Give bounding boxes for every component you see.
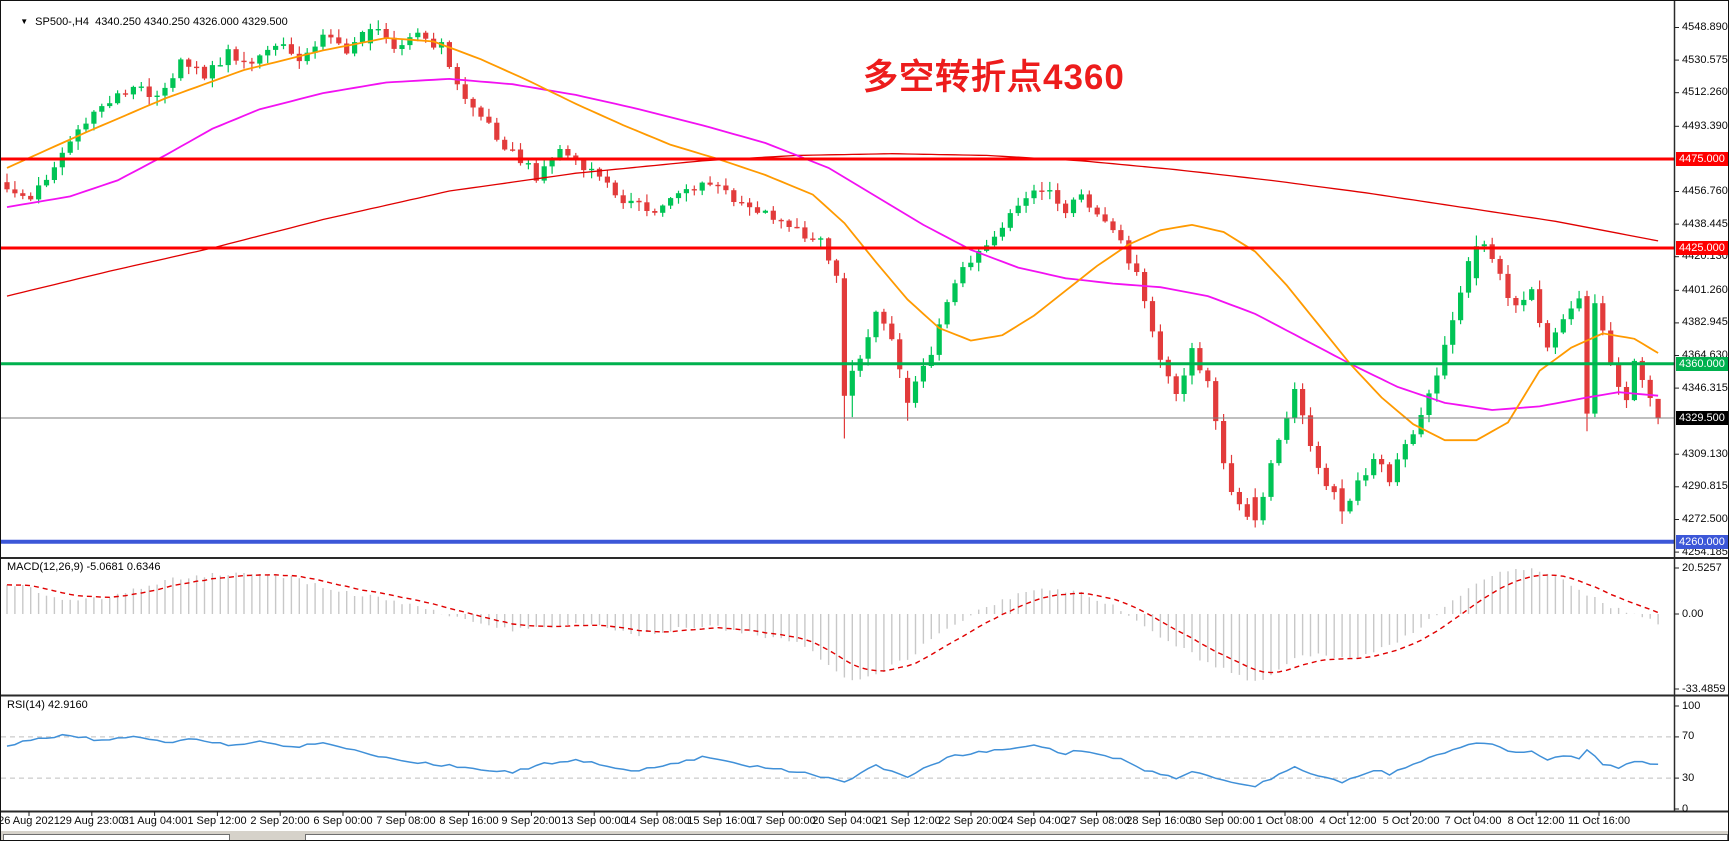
price-line-label: 4260.000 bbox=[1676, 535, 1728, 549]
price-tick-label: 4493.390 bbox=[1682, 120, 1728, 132]
time-axis-label: 30 Sep 00:00 bbox=[1189, 815, 1255, 827]
price-tick-label: 4290.815 bbox=[1682, 480, 1728, 492]
time-axis-label: 22 Sep 20:00 bbox=[938, 815, 1004, 827]
time-axis-label: 24 Sep 04:00 bbox=[1001, 815, 1067, 827]
price-tick-label: 4309.130 bbox=[1682, 448, 1728, 460]
time-axis-label: 7 Oct 04:00 bbox=[1444, 815, 1502, 827]
time-axis-label: 27 Sep 08:00 bbox=[1064, 815, 1130, 827]
time-axis-label: 6 Sep 00:00 bbox=[313, 815, 373, 827]
rsi-indicator-label: RSI(14) 42.9160 bbox=[7, 699, 88, 711]
annotation-text: 多空转折点4360 bbox=[863, 58, 1125, 97]
price-tick-label: 4548.890 bbox=[1682, 21, 1728, 33]
price-tick-label: 4382.945 bbox=[1682, 316, 1728, 328]
time-axis-label: 28 Sep 16:00 bbox=[1126, 815, 1192, 827]
time-axis-label: 5 Oct 20:00 bbox=[1382, 815, 1440, 827]
time-axis-label: 13 Sep 00:00 bbox=[561, 815, 627, 827]
time-axis-label: 11 Oct 16:00 bbox=[1567, 815, 1631, 827]
time-axis-label: 26 Aug 2021 bbox=[0, 815, 60, 827]
rsi-tick-label: 100 bbox=[1682, 700, 1701, 712]
price-line-label: 4329.500 bbox=[1676, 411, 1728, 425]
price-tick-label: 4346.315 bbox=[1682, 382, 1728, 394]
price-line-label: 4360.000 bbox=[1676, 357, 1728, 371]
rsi-tick-label: 70 bbox=[1682, 730, 1695, 742]
time-axis-label: 1 Oct 08:00 bbox=[1256, 815, 1314, 827]
time-axis-label: 7 Sep 08:00 bbox=[376, 815, 436, 827]
price-tick-label: 4438.445 bbox=[1682, 218, 1728, 230]
time-axis-label: 29 Aug 23:00 bbox=[59, 815, 125, 827]
time-axis-label: 8 Sep 16:00 bbox=[439, 815, 499, 827]
time-axis-label: 8 Oct 12:00 bbox=[1507, 815, 1565, 827]
macd-tick-label: 0.00 bbox=[1682, 608, 1704, 620]
price-tick-label: 4456.760 bbox=[1682, 185, 1728, 197]
price-tick-label: 4272.500 bbox=[1682, 513, 1728, 525]
time-axis-label: 4 Oct 12:00 bbox=[1319, 815, 1377, 827]
price-line-label: 4425.000 bbox=[1676, 241, 1728, 255]
price-tick-label: 4254.185 bbox=[1682, 546, 1728, 558]
price-tick-label: 4530.575 bbox=[1682, 54, 1728, 66]
time-axis-label: 17 Sep 00:00 bbox=[750, 815, 816, 827]
time-axis-label: 9 Sep 20:00 bbox=[501, 815, 561, 827]
time-axis-label: 2 Sep 20:00 bbox=[250, 815, 310, 827]
price-tick-label: 4401.260 bbox=[1682, 284, 1728, 296]
status-bar-segment bbox=[305, 834, 1728, 840]
macd-tick-label: -33.4859 bbox=[1682, 683, 1726, 695]
time-axis-label: 15 Sep 16:00 bbox=[687, 815, 753, 827]
macd-tick-label: 20.5257 bbox=[1682, 562, 1722, 574]
status-bar-segment bbox=[3, 834, 230, 840]
time-axis-label: 20 Sep 04:00 bbox=[812, 815, 878, 827]
rsi-tick-label: 30 bbox=[1682, 772, 1695, 784]
rsi-tick-label: 0 bbox=[1682, 803, 1689, 815]
price-line-label: 4475.000 bbox=[1676, 152, 1728, 166]
macd-indicator-label: MACD(12,26,9) -5.0681 0.6346 bbox=[7, 561, 161, 573]
time-axis-label: 14 Sep 08:00 bbox=[624, 815, 690, 827]
price-tick-label: 4512.260 bbox=[1682, 86, 1728, 98]
symbol-info: ▼ SP500-,H4 4340.250 4340.250 4326.000 43… bbox=[8, 4, 288, 40]
time-axis-label: 1 Sep 12:00 bbox=[187, 815, 247, 827]
time-axis-label: 31 Aug 04:00 bbox=[122, 815, 188, 827]
symbol-ohlc-text: SP500-,H4 4340.250 4340.250 4326.000 432… bbox=[35, 16, 288, 28]
time-axis-label: 21 Sep 12:00 bbox=[875, 815, 941, 827]
symbol-dropdown-icon[interactable]: ▼ bbox=[20, 17, 29, 26]
status-bar bbox=[1, 831, 1728, 840]
